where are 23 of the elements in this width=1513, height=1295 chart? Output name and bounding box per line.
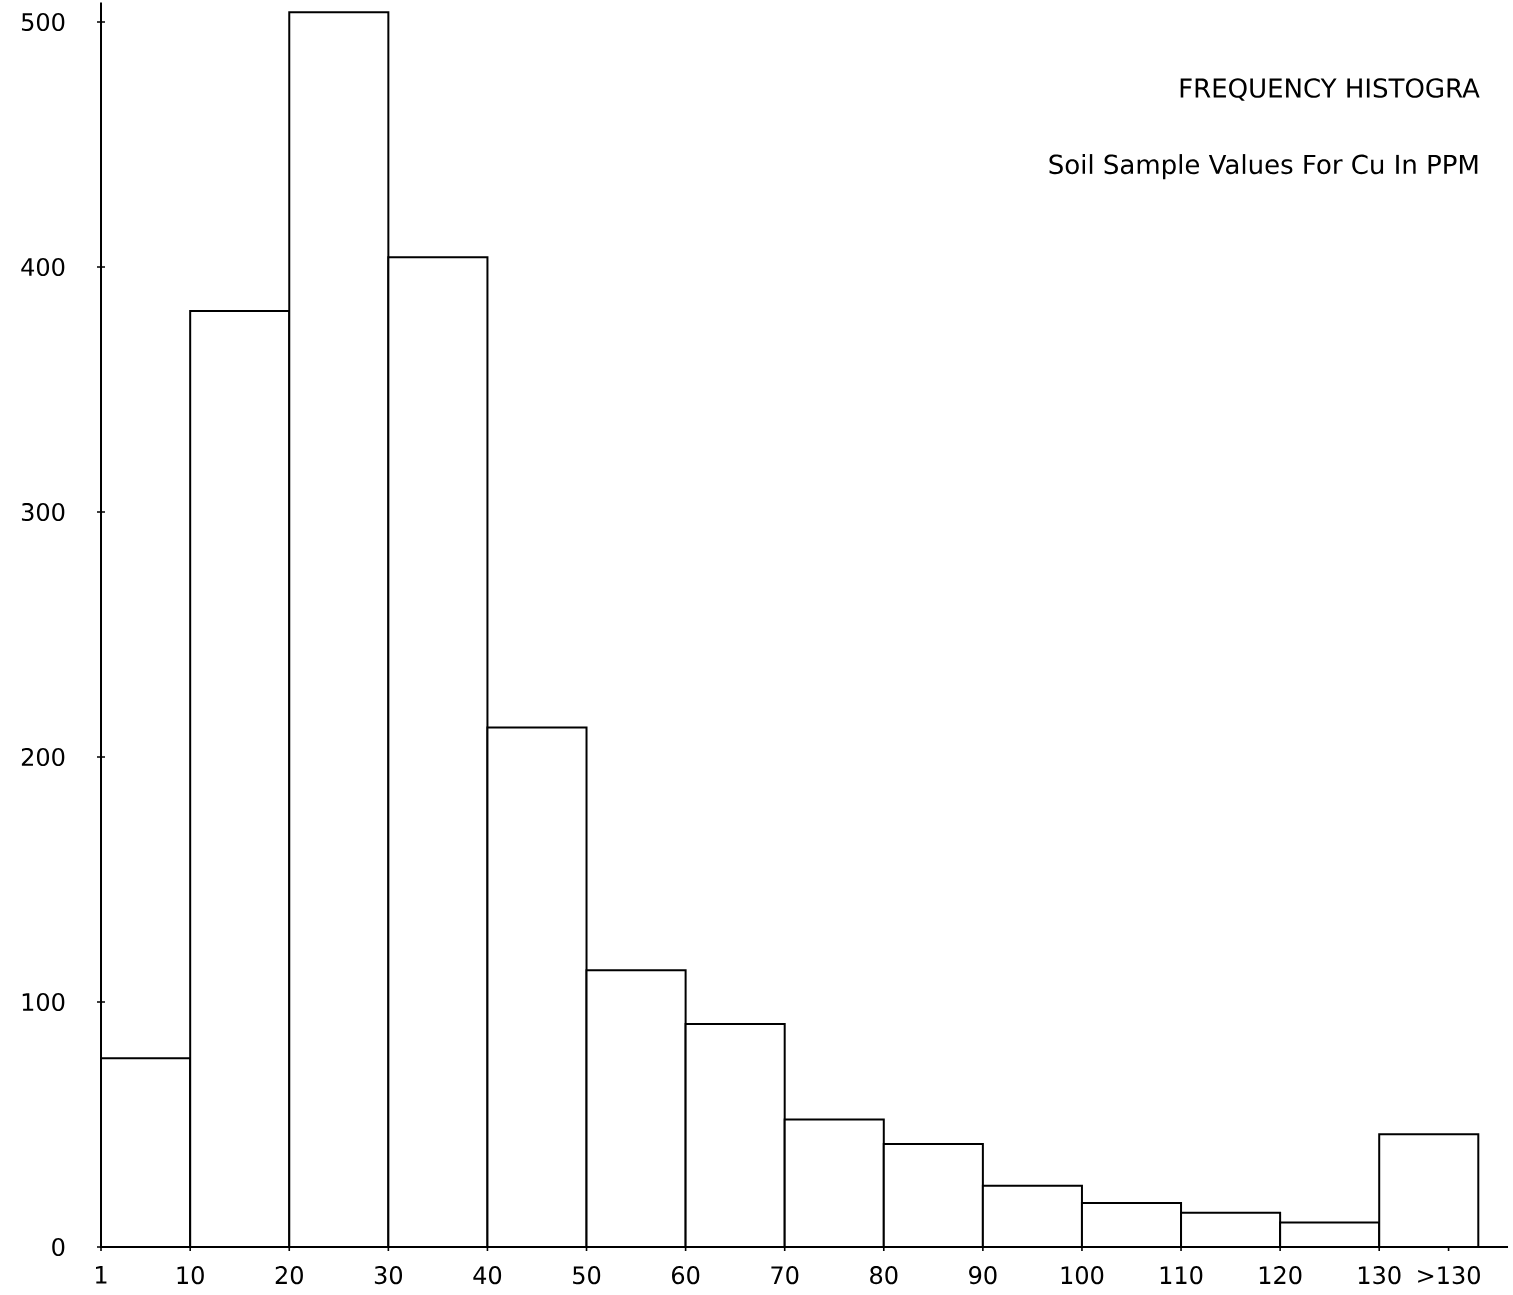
x-tick-label: 90 bbox=[969, 1266, 997, 1285]
x-tick-label: 1 bbox=[96, 1266, 107, 1284]
y-tick-label: 300 bbox=[21, 502, 65, 522]
text: FREQUENCY HISTOGRA bbox=[1180, 78, 1480, 101]
x-tick-label: 100 bbox=[1061, 1266, 1104, 1285]
x-tick-label: 70 bbox=[771, 1266, 799, 1285]
x-tick-label: 40 bbox=[473, 1266, 502, 1285]
y-tick-label: 400 bbox=[21, 257, 65, 277]
text: Soil Sample Values For Cu In PPM bbox=[1049, 154, 1478, 180]
x-tick-label: >130 bbox=[1418, 1266, 1480, 1285]
x-tick-label: 110 bbox=[1160, 1266, 1203, 1285]
x-tick-label: 30 bbox=[374, 1266, 403, 1285]
x-tick-label: 10 bbox=[177, 1266, 204, 1285]
y-tick-label: 500 bbox=[21, 12, 65, 32]
x-tick-label: 50 bbox=[573, 1266, 601, 1285]
x-tick-label: 60 bbox=[672, 1266, 700, 1285]
y-tick-label: 0 bbox=[52, 1237, 65, 1257]
y-tick-label: 200 bbox=[21, 747, 65, 767]
y-tick-label: 100 bbox=[22, 992, 65, 1012]
x-tick-label: 20 bbox=[275, 1266, 303, 1285]
x-tick-label: 120 bbox=[1259, 1266, 1302, 1285]
x-tick-label: 130 bbox=[1358, 1266, 1401, 1285]
x-tick-label: 80 bbox=[870, 1266, 898, 1285]
